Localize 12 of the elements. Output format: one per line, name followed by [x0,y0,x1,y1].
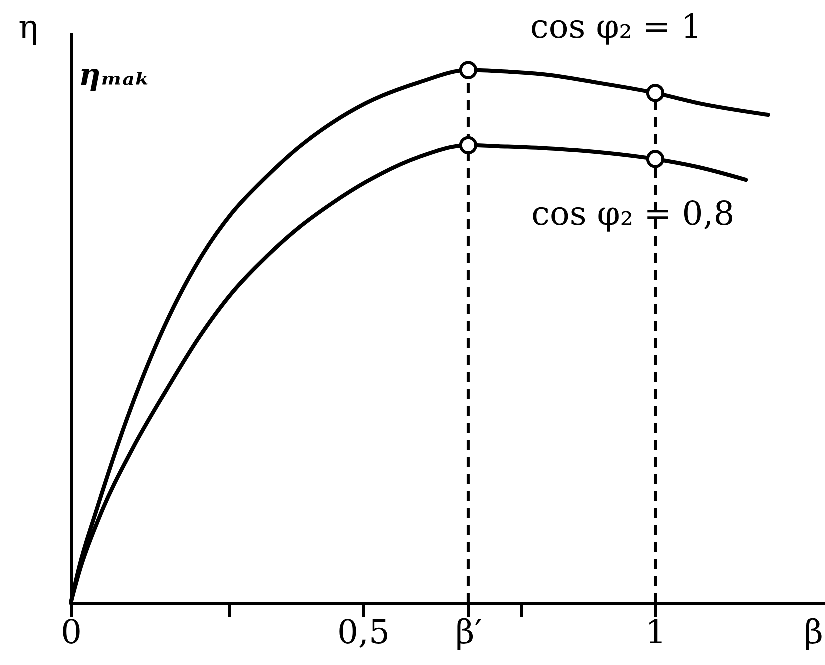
x-tick-label: 0,5 [338,612,390,652]
x-tick-label: 1 [645,612,666,652]
point [459,136,478,154]
point [459,61,478,80]
y-axis-title: η [18,8,38,46]
x-tick-label: 0 [61,612,82,652]
point [646,84,665,102]
point [646,150,665,168]
annotation: ηₘₐₖ [79,58,151,93]
x-tick-label: β′ [456,612,482,652]
x-axis-title: β [804,612,824,652]
series-label: cos φ₂ = 1 [530,7,702,46]
